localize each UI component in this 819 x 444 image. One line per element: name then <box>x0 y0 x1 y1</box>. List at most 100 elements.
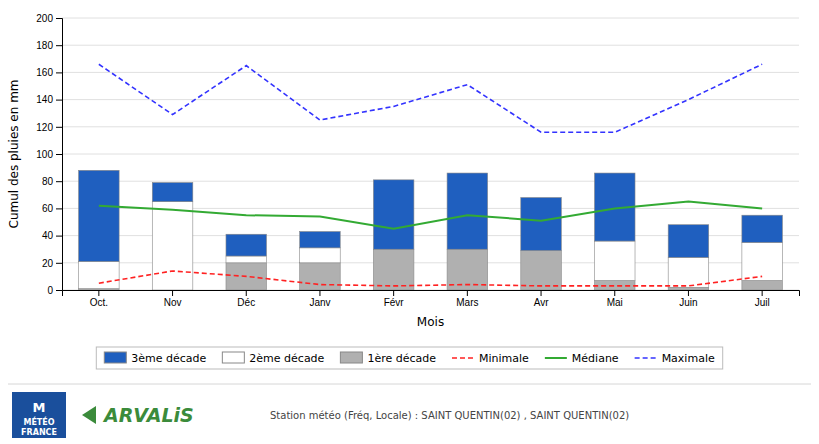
tick-mark <box>56 100 62 101</box>
legend-item: Médiane <box>545 352 619 365</box>
tick-mark <box>56 72 62 73</box>
tick-label: Juin <box>679 297 697 308</box>
grid-line <box>62 72 799 73</box>
tick-mark <box>614 290 615 296</box>
grid-line <box>62 18 799 19</box>
tick: Avr <box>534 290 549 308</box>
bar <box>226 234 267 256</box>
bar <box>521 198 562 251</box>
tick-label: Nov <box>164 297 182 308</box>
tick: 20 <box>42 258 62 269</box>
tick-mark <box>467 290 468 296</box>
bar <box>668 225 709 258</box>
footer-text: Station météo (Fréq, Locale) : SAINT QUE… <box>270 410 629 421</box>
logo-text: FRANCE <box>21 428 57 437</box>
tick: 0 <box>47 285 62 296</box>
line <box>99 202 762 229</box>
tick-label: 40 <box>42 230 54 241</box>
grid-line <box>62 99 799 100</box>
tick-mark <box>56 208 62 209</box>
tick-mark <box>56 154 62 155</box>
bar <box>742 215 783 242</box>
legend-swatch <box>635 357 657 359</box>
bar <box>447 173 488 249</box>
tick-label: Mars <box>456 297 478 308</box>
bar <box>152 202 193 290</box>
legend-swatch <box>452 357 474 359</box>
tick-label: 140 <box>36 94 53 105</box>
tick: Oct. <box>90 290 108 308</box>
tick-mark <box>56 127 62 128</box>
logo-text: ARVALiS <box>102 404 194 426</box>
tick-mark <box>56 236 62 237</box>
tick-label: Avr <box>534 297 549 308</box>
tick: 80 <box>42 176 62 187</box>
tick-mark <box>98 290 99 296</box>
tick: Mars <box>456 290 478 308</box>
tick: 100 <box>36 149 62 160</box>
bar <box>373 249 414 290</box>
bar <box>742 242 783 280</box>
tick-mark <box>541 290 542 296</box>
tick-label: Juil <box>755 297 770 308</box>
tick: Juin <box>679 290 697 308</box>
tick-mark <box>56 45 62 46</box>
legend-label: 2ème décade <box>249 352 324 365</box>
bar <box>668 287 709 290</box>
tick-label: 180 <box>36 40 53 51</box>
bar <box>300 248 341 263</box>
bar <box>152 183 193 202</box>
tick: Févr <box>384 290 405 308</box>
tick-label: 20 <box>42 258 54 269</box>
y-axis: 020406080100120140160180200 <box>36 13 62 296</box>
y-axis-title: Cumul des pluies en mm <box>7 79 21 228</box>
chart: 020406080100120140160180200Oct.NovDécJan… <box>0 0 819 444</box>
legend-item: Minimale <box>452 352 529 365</box>
separator <box>8 384 811 385</box>
tick-mark <box>56 263 62 264</box>
legend-item: 1ère décade <box>340 352 436 365</box>
legend-swatch <box>222 352 244 363</box>
logo-icon <box>82 406 96 424</box>
line <box>99 64 762 132</box>
tick: 140 <box>36 94 62 105</box>
tick-label: Févr <box>384 297 405 308</box>
grid-line <box>62 181 799 182</box>
legend-label: Médiane <box>572 352 619 365</box>
tick-mark <box>393 290 394 296</box>
tick-label: 160 <box>36 67 53 78</box>
legend-swatch <box>545 357 567 359</box>
bar <box>373 180 414 249</box>
axis-line <box>56 19 63 291</box>
bar <box>742 280 783 290</box>
bar <box>300 232 341 248</box>
bar <box>594 241 635 280</box>
tick-mark <box>56 290 62 291</box>
bar <box>79 261 120 288</box>
bar-series <box>79 170 783 261</box>
tick-label: 80 <box>42 176 54 187</box>
plot-area <box>79 64 783 290</box>
tick: Mai <box>607 290 623 308</box>
tick-mark <box>319 290 320 296</box>
tick-mark <box>246 290 247 296</box>
bar <box>668 257 709 287</box>
tick: 160 <box>36 67 62 78</box>
tick: 180 <box>36 40 62 51</box>
tick: 40 <box>42 230 62 241</box>
bar <box>79 170 120 261</box>
tick: Juil <box>755 290 770 308</box>
tick-label: Mai <box>607 297 623 308</box>
tick-label: Janv <box>309 297 330 308</box>
legend-label: Maximale <box>662 352 715 365</box>
legend: 3ème décade 2ème décade 1ère décade Minimal… <box>96 347 722 369</box>
tick: Déc <box>237 290 255 308</box>
logo-text: M <box>33 400 46 415</box>
logo-text: MÉTÉO <box>23 416 54 427</box>
tick: Janv <box>309 290 330 308</box>
tick: Nov <box>164 290 182 308</box>
bar <box>300 263 341 290</box>
legend-item: 3ème décade <box>104 352 206 365</box>
grid-line <box>62 126 799 127</box>
legend-frame <box>96 347 722 369</box>
